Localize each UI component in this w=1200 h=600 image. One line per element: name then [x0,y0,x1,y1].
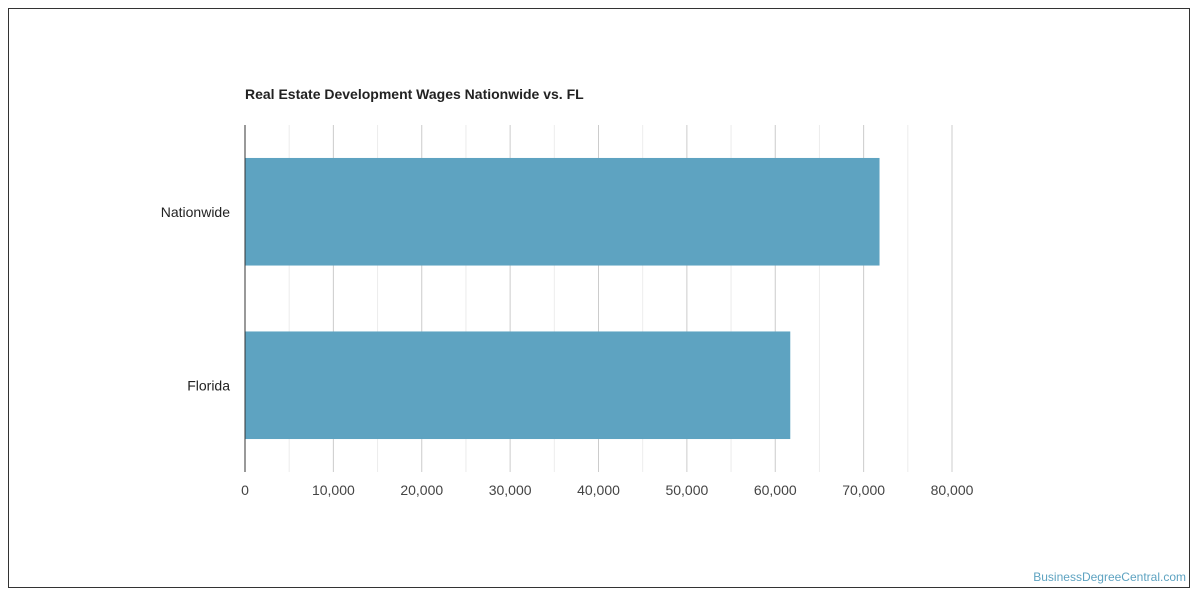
chart-title: Real Estate Development Wages Nationwide… [245,86,584,102]
x-tick-label: 30,000 [489,482,532,498]
x-tick-label: 0 [241,482,249,498]
x-tick-label: 10,000 [312,482,355,498]
x-tick-label: 40,000 [577,482,620,498]
category-label: Nationwide [161,204,230,220]
x-tick-label: 20,000 [400,482,443,498]
x-tick-label: 50,000 [665,482,708,498]
bar-nationwide [245,157,880,266]
watermark-link[interactable]: BusinessDegreeCentral.com [1033,570,1186,584]
x-tick-label: 60,000 [754,482,797,498]
x-tick-label: 80,000 [931,482,974,498]
category-label: Florida [187,377,230,393]
bar-florida [245,331,791,440]
x-tick-label: 70,000 [842,482,885,498]
